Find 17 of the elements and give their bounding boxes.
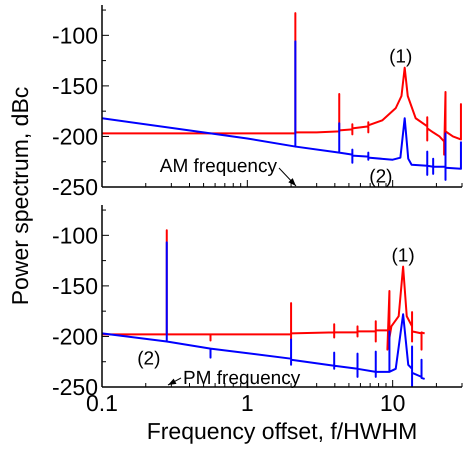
annotation: (1) — [391, 246, 415, 267]
annotation: (2) — [137, 348, 160, 370]
x-axis-title: Frequency offset, f/HWHM — [146, 418, 418, 444]
annotation: PM frequency — [183, 368, 301, 389]
y-tick-label: -250 — [52, 174, 98, 200]
y-tick-label: -200 — [52, 123, 98, 150]
annotation: AM frequency — [160, 156, 278, 177]
y-tick-label: -150 — [52, 72, 98, 99]
y-tick-label: -100 — [52, 22, 98, 48]
x-tick-label: 1 — [240, 390, 254, 416]
y-tick-label: -100 — [52, 222, 98, 248]
x-tick-label: 10 — [380, 390, 406, 416]
y-axis-title: Power spectrum, dBc — [7, 86, 33, 306]
annotation: (2) — [369, 166, 393, 188]
annotation: (1) — [389, 46, 412, 68]
y-tick-label: -150 — [52, 272, 98, 299]
y-tick-label: -200 — [52, 323, 98, 350]
